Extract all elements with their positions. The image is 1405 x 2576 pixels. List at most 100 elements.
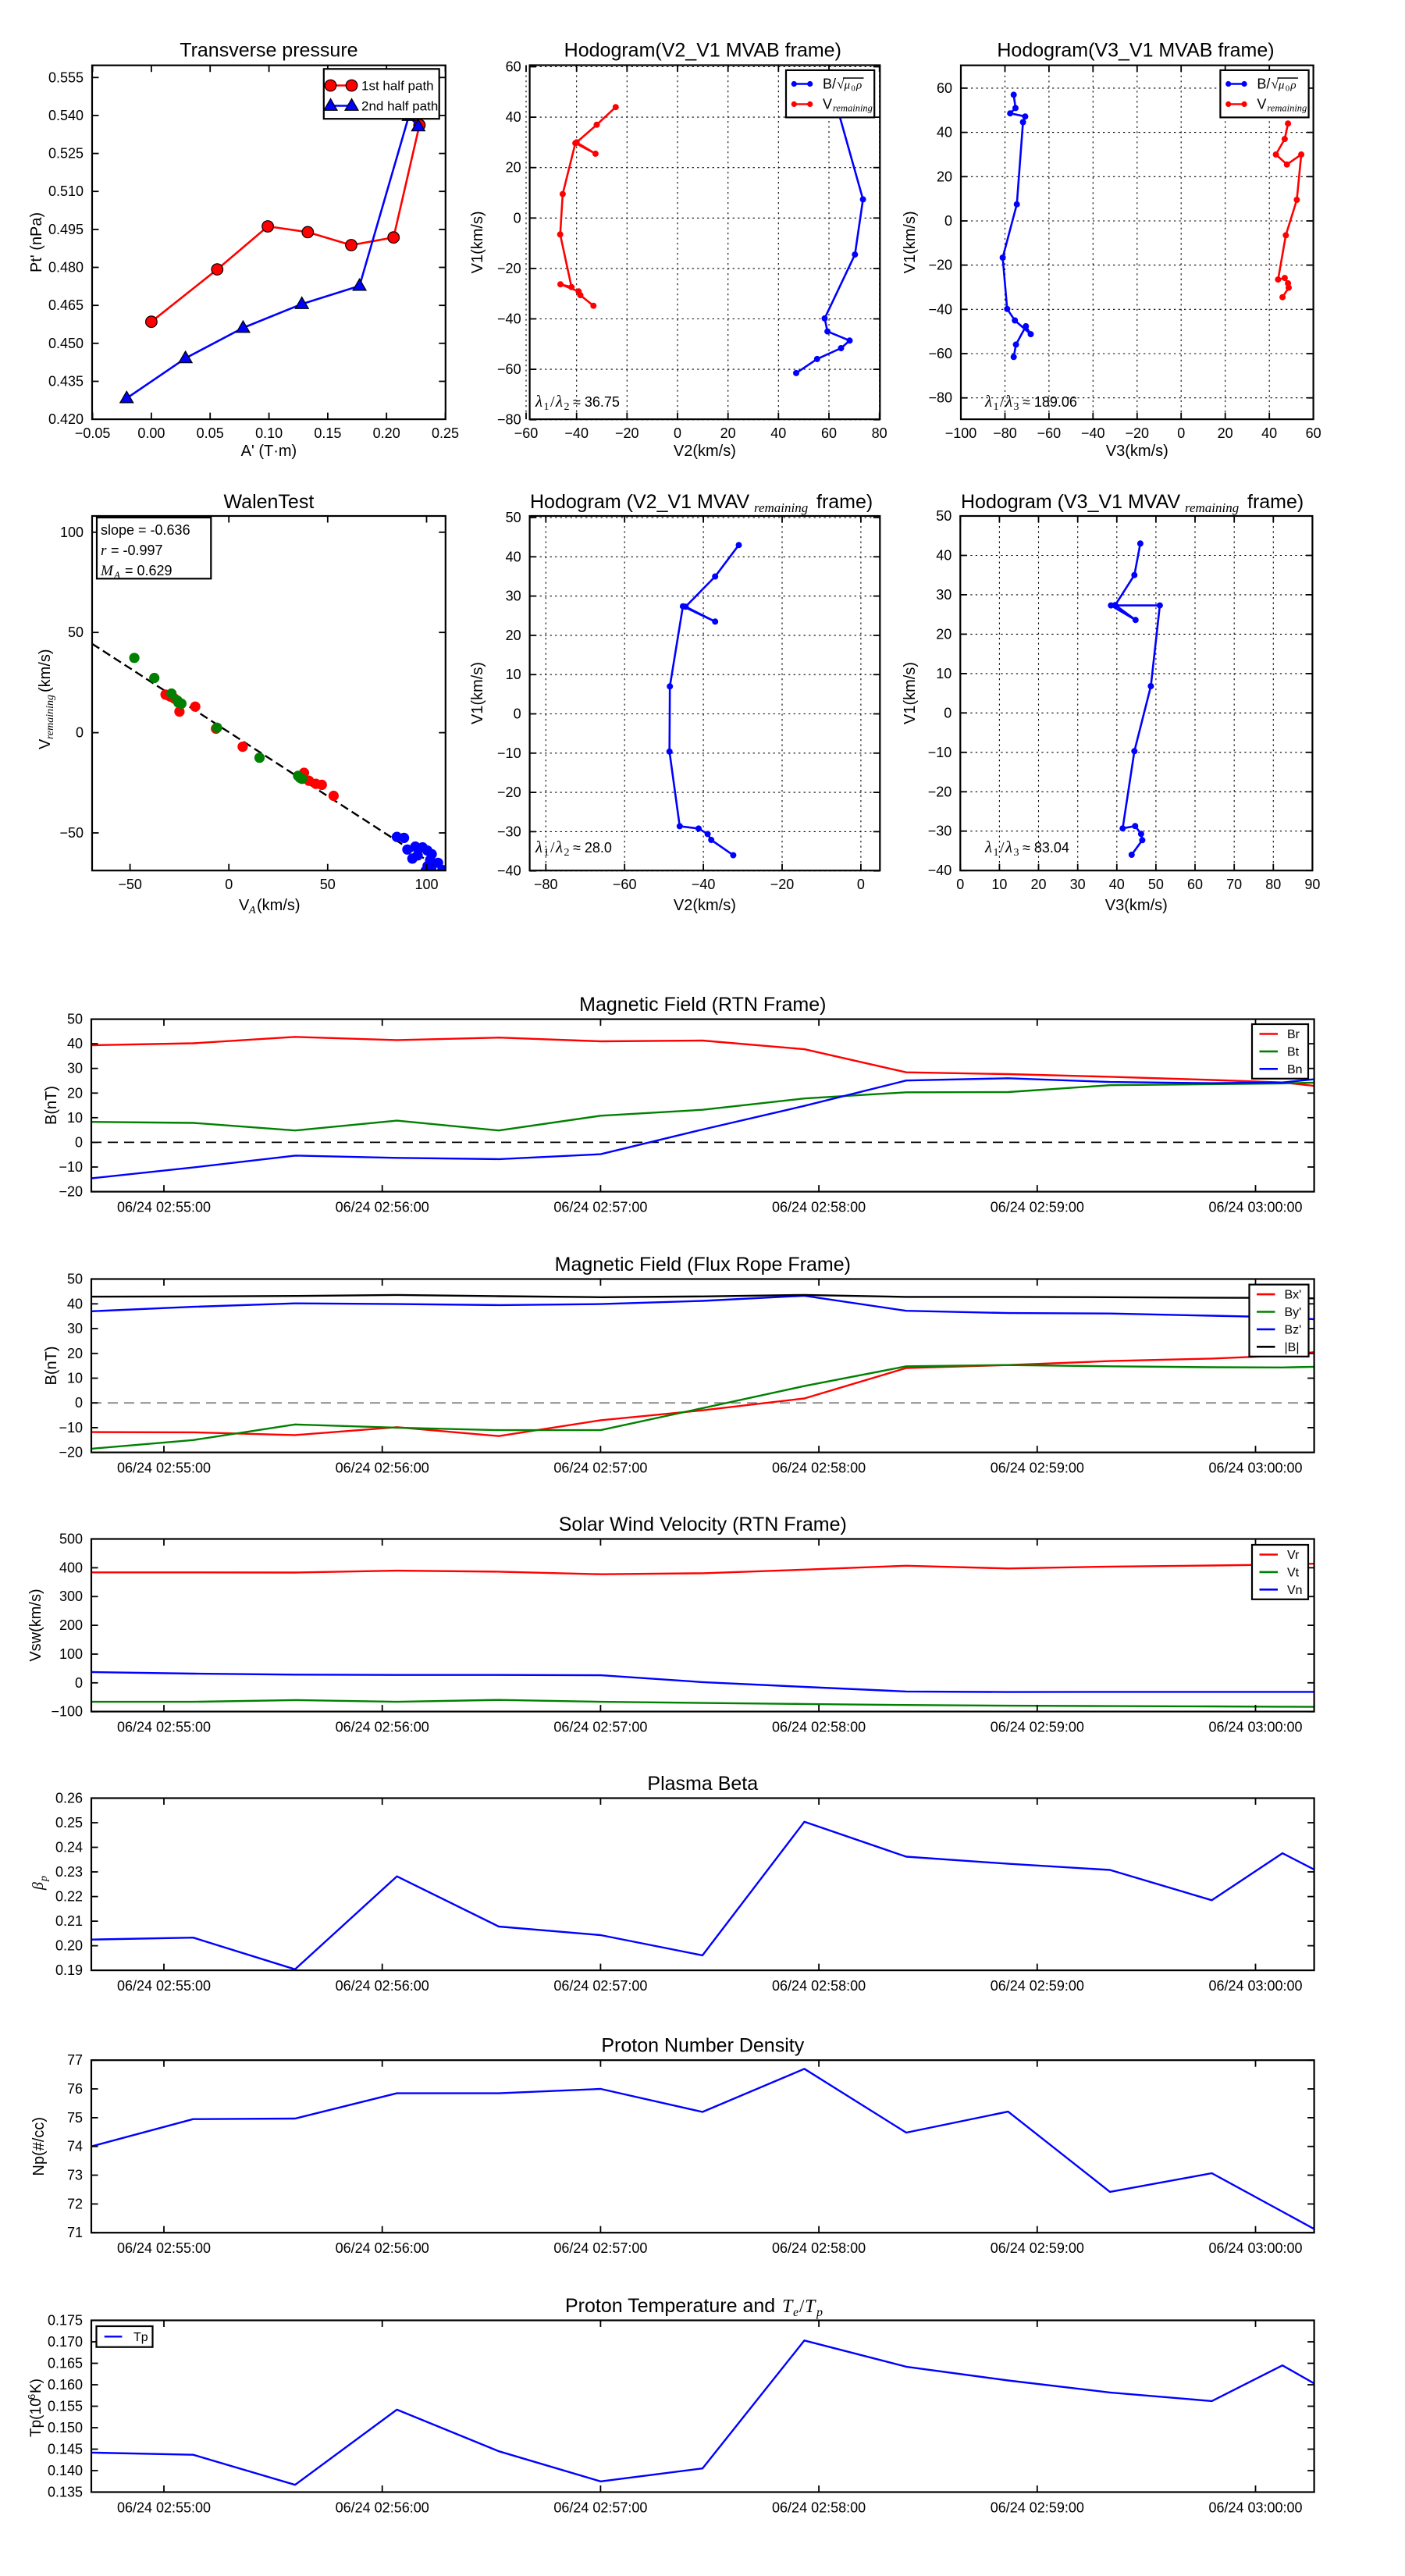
svg-text:50: 50 <box>68 624 84 640</box>
svg-text:/: / <box>1000 393 1005 411</box>
svg-text:60: 60 <box>506 59 521 75</box>
svg-text:06/24 02:57:00: 06/24 02:57:00 <box>553 1978 647 1994</box>
svg-text:0.19: 0.19 <box>55 1962 83 1978</box>
svg-text:V1(km/s): V1(km/s) <box>902 211 919 273</box>
svg-text:0.175: 0.175 <box>48 2313 83 2329</box>
svg-text:−20: −20 <box>497 261 521 276</box>
svg-text:0.20: 0.20 <box>373 425 400 441</box>
svg-text:20: 20 <box>936 626 951 642</box>
svg-text:10: 10 <box>936 666 951 681</box>
svg-text:−60: −60 <box>928 346 952 361</box>
svg-text:Solar Wind Velocity (RTN Frame: Solar Wind Velocity (RTN Frame) <box>559 1514 847 1535</box>
svg-text:90: 90 <box>1304 877 1320 892</box>
svg-text:V1(km/s): V1(km/s) <box>469 662 486 724</box>
svg-text:06/24 02:55:00: 06/24 02:55:00 <box>117 2500 211 2516</box>
svg-text:√: √ <box>837 76 845 92</box>
svg-text:Vt: Vt <box>1287 1566 1300 1579</box>
svg-text:0: 0 <box>514 210 521 226</box>
svg-text:−60: −60 <box>613 877 637 892</box>
svg-text:λ: λ <box>984 838 992 856</box>
svg-text:λ: λ <box>535 392 542 411</box>
svg-text:μ: μ <box>1278 80 1285 92</box>
svg-text:0.480: 0.480 <box>48 260 84 276</box>
svg-text:Vr: Vr <box>1287 1549 1300 1562</box>
svg-text:= 0.629: = 0.629 <box>125 563 173 578</box>
svg-text:frame): frame) <box>816 491 873 513</box>
svg-text:V3(km/s): V3(km/s) <box>1106 443 1168 460</box>
svg-text:r: r <box>101 543 107 559</box>
svg-text:0.135: 0.135 <box>48 2485 83 2500</box>
svg-text:Hodogram (V2_V1 MVAV: Hodogram (V2_V1 MVAV <box>530 491 749 513</box>
svg-text:100: 100 <box>414 877 438 892</box>
svg-text:Np(#/cc): Np(#/cc) <box>30 2117 48 2176</box>
svg-text:40: 40 <box>1261 425 1277 441</box>
svg-text:Bx': Bx' <box>1285 1289 1302 1302</box>
svg-text:−20: −20 <box>59 1184 83 1200</box>
svg-text:V1(km/s): V1(km/s) <box>469 211 486 273</box>
svg-text:0.510: 0.510 <box>48 183 84 199</box>
svg-text:50: 50 <box>67 1272 83 1287</box>
svg-text:06/24 02:56:00: 06/24 02:56:00 <box>336 1720 429 1735</box>
svg-text:06/24 02:58:00: 06/24 02:58:00 <box>772 2500 866 2516</box>
svg-text:0.525: 0.525 <box>48 146 84 162</box>
svg-text:06/24 02:55:00: 06/24 02:55:00 <box>117 1461 211 1476</box>
svg-text:0.170: 0.170 <box>48 2334 83 2350</box>
svg-text:06/24 02:57:00: 06/24 02:57:00 <box>553 2240 647 2256</box>
svg-text:−20: −20 <box>928 258 952 273</box>
svg-text:0.145: 0.145 <box>48 2442 83 2457</box>
svg-text:40: 40 <box>937 125 952 141</box>
svg-text:06/24 02:55:00: 06/24 02:55:00 <box>117 1978 211 1994</box>
svg-text:0.21: 0.21 <box>55 1913 83 1929</box>
svg-text:40: 40 <box>67 1296 83 1311</box>
svg-text:−20: −20 <box>1126 425 1150 441</box>
svg-text:A: A <box>248 905 256 916</box>
svg-text:0.25: 0.25 <box>432 425 459 441</box>
svg-text:λ: λ <box>555 392 563 411</box>
svg-text:Hodogram (V3_V1 MVAV: Hodogram (V3_V1 MVAV <box>961 491 1180 513</box>
svg-text:B(nT): B(nT) <box>43 1347 60 1386</box>
svg-text:100: 100 <box>59 1646 83 1662</box>
svg-text:−20: −20 <box>770 877 795 892</box>
svg-text:2: 2 <box>564 847 570 859</box>
svg-text:06/24 02:59:00: 06/24 02:59:00 <box>991 1461 1084 1476</box>
svg-text:3: 3 <box>1014 401 1019 413</box>
svg-text:Tp(10: Tp(10 <box>28 2398 44 2437</box>
svg-text:0.160: 0.160 <box>48 2377 83 2393</box>
svg-text:Vsw(km/s): Vsw(km/s) <box>27 1589 44 1661</box>
svg-text:0.05: 0.05 <box>197 425 224 441</box>
svg-text:−40: −40 <box>1081 425 1105 441</box>
svg-text:V1(km/s): V1(km/s) <box>902 662 919 724</box>
svg-text:ρ: ρ <box>855 80 862 92</box>
svg-text:−10: −10 <box>497 745 521 761</box>
svg-text:/: / <box>799 2297 805 2316</box>
svg-text:20: 20 <box>506 628 521 643</box>
svg-text:06/24 02:55:00: 06/24 02:55:00 <box>117 1720 211 1735</box>
svg-text:λ: λ <box>1005 392 1012 411</box>
svg-text:−80: −80 <box>534 877 558 892</box>
svg-text:0: 0 <box>75 1134 83 1150</box>
svg-text:≈ 83.04: ≈ 83.04 <box>1023 840 1069 856</box>
svg-text:10: 10 <box>67 1371 83 1386</box>
svg-text:74: 74 <box>67 2139 83 2154</box>
svg-text:06/24 02:56:00: 06/24 02:56:00 <box>336 1461 429 1476</box>
svg-text:V2(km/s): V2(km/s) <box>674 897 736 914</box>
svg-text:0: 0 <box>514 706 521 722</box>
svg-text:−20: −20 <box>497 785 521 800</box>
svg-text:0.450: 0.450 <box>48 336 84 351</box>
svg-text:−30: −30 <box>497 824 521 839</box>
svg-text:remaining: remaining <box>833 102 873 113</box>
svg-text:1: 1 <box>994 847 999 859</box>
svg-text:06/24 03:00:00: 06/24 03:00:00 <box>1208 1978 1302 1994</box>
svg-text:−40: −40 <box>564 425 589 441</box>
svg-text:06/24 02:56:00: 06/24 02:56:00 <box>336 2240 429 2256</box>
svg-text:400: 400 <box>59 1560 83 1575</box>
svg-text:30: 30 <box>506 589 521 604</box>
svg-text:80: 80 <box>1265 877 1281 892</box>
svg-text:λ: λ <box>555 838 563 856</box>
svg-text:2: 2 <box>564 401 570 413</box>
svg-text:40: 40 <box>506 109 521 125</box>
svg-text:20: 20 <box>1218 425 1233 441</box>
svg-text:06/24 02:59:00: 06/24 02:59:00 <box>991 2240 1084 2256</box>
svg-text:Bn: Bn <box>1287 1063 1303 1076</box>
svg-text:06/24 02:58:00: 06/24 02:58:00 <box>772 2240 866 2256</box>
